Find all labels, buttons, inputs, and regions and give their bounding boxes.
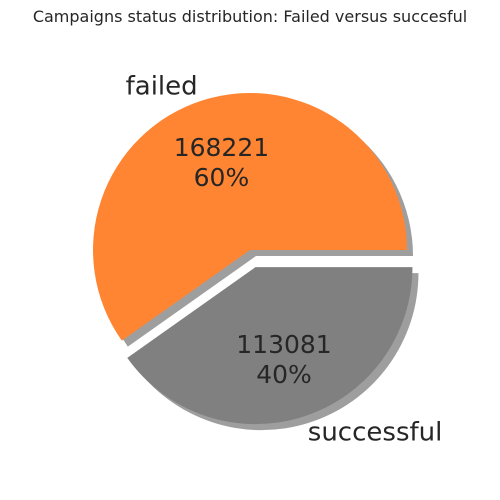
slice-percent-label: 40% [256,360,312,389]
slice-value-label: 113081 [236,330,331,359]
slice-category-label: successful [308,418,443,448]
pie-slice-successful [127,267,413,425]
slice-percent-label: 60% [194,163,250,192]
pie-slices [92,93,413,425]
chart-title: Campaigns status distribution: Failed ve… [33,7,467,26]
pie-slice-failed [92,93,407,341]
slice-value-label: 168221 [174,133,269,162]
slice-category-label: failed [126,71,198,101]
